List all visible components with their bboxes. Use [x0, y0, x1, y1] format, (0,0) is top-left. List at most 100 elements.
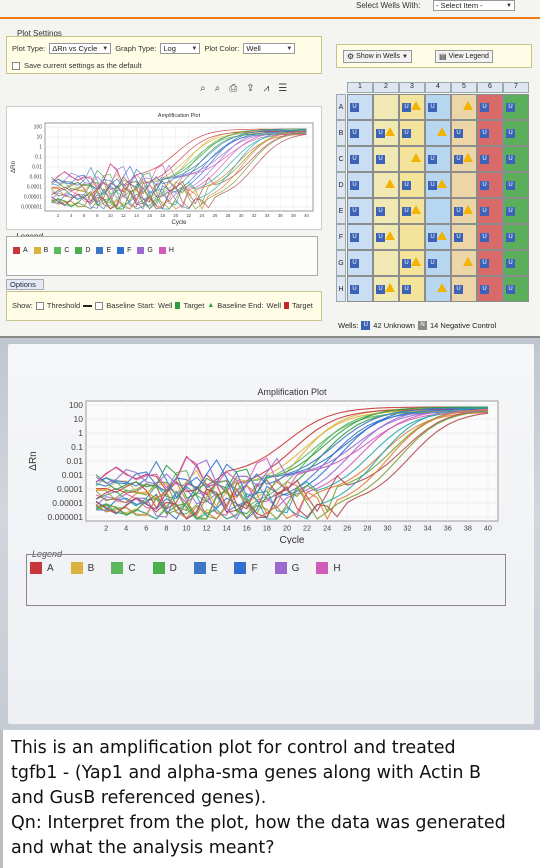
- plate-column-header[interactable]: 2: [373, 82, 399, 93]
- legend-swatch-b: [70, 562, 83, 574]
- legend-label-e: E: [106, 247, 112, 254]
- save-settings-checkbox[interactable]: [12, 61, 20, 70]
- plate-row-header[interactable]: G: [336, 250, 346, 276]
- plate-well[interactable]: [399, 224, 425, 250]
- plate-well[interactable]: U: [477, 146, 503, 172]
- plate-well[interactable]: U: [477, 94, 503, 120]
- plate-well[interactable]: U: [425, 94, 451, 120]
- plate-well[interactable]: U: [399, 120, 425, 146]
- graph-type-dropdown[interactable]: Log ▼: [160, 43, 201, 54]
- plate-well[interactable]: U: [373, 198, 399, 224]
- plate-column-header[interactable]: 4: [425, 82, 451, 93]
- plate-column-header[interactable]: 3: [399, 82, 425, 93]
- plate-well[interactable]: [425, 276, 451, 302]
- plate-well[interactable]: U: [347, 94, 373, 120]
- plate-row-header[interactable]: E: [336, 198, 346, 224]
- plate-well[interactable]: U: [373, 146, 399, 172]
- chart-icon[interactable]: ⩘: [263, 83, 270, 94]
- plate-well[interactable]: [451, 250, 477, 276]
- unknown-tag-icon: U: [480, 207, 489, 216]
- plate-well[interactable]: U: [347, 198, 373, 224]
- plate-well[interactable]: U: [477, 198, 503, 224]
- plate-well[interactable]: U: [503, 250, 529, 276]
- plate-well[interactable]: [425, 198, 451, 224]
- plate-well[interactable]: U: [477, 224, 503, 250]
- warning-icon: [385, 179, 395, 188]
- plate-well[interactable]: U: [503, 94, 529, 120]
- plate-well[interactable]: U: [451, 276, 477, 302]
- threshold-checkbox[interactable]: [35, 301, 44, 310]
- warning-icon: [385, 127, 395, 136]
- plate-well[interactable]: U: [347, 172, 373, 198]
- plate-well[interactable]: [399, 146, 425, 172]
- plate-column-header[interactable]: 7: [503, 82, 529, 93]
- plate-well[interactable]: U: [425, 224, 451, 250]
- unknown-tag-icon: U: [402, 259, 411, 268]
- zoom-in-icon[interactable]: ⌕: [200, 83, 206, 94]
- plate-well[interactable]: U: [399, 250, 425, 276]
- show-in-wells-button[interactable]: ⚙ Show in Wells ▼: [343, 50, 412, 63]
- plate-row-header[interactable]: F: [336, 224, 346, 250]
- plate-row-header[interactable]: B: [336, 120, 346, 146]
- plate-well[interactable]: U: [347, 146, 373, 172]
- plate-well[interactable]: U: [399, 94, 425, 120]
- plate-well[interactable]: U: [347, 276, 373, 302]
- amplification-curve: [95, 409, 489, 513]
- plate-well[interactable]: U: [399, 276, 425, 302]
- plate-well[interactable]: U: [451, 146, 477, 172]
- plate-well[interactable]: U: [451, 198, 477, 224]
- plate-well[interactable]: U: [503, 224, 529, 250]
- print-icon[interactable]: ⎙: [229, 83, 238, 94]
- zoom-out-icon[interactable]: ⌕: [214, 83, 221, 94]
- plate-well[interactable]: U: [451, 120, 477, 146]
- plate-well[interactable]: U: [477, 172, 503, 198]
- plate-well[interactable]: [373, 172, 399, 198]
- plate-column-header[interactable]: 6: [477, 82, 503, 93]
- plate-well[interactable]: U: [373, 120, 399, 146]
- plate-well[interactable]: U: [477, 120, 503, 146]
- plot-type-dropdown[interactable]: ΔRn vs Cycle ▼: [49, 43, 112, 54]
- plate-well[interactable]: U: [373, 276, 399, 302]
- plate-well[interactable]: [425, 120, 451, 146]
- plate-well[interactable]: U: [503, 198, 529, 224]
- unknown-tag-icon: U: [350, 285, 359, 294]
- plate-well[interactable]: U: [477, 250, 503, 276]
- y-tick-label: 100: [34, 125, 43, 131]
- plate-row-header[interactable]: C: [336, 146, 346, 172]
- plate-well[interactable]: U: [399, 172, 425, 198]
- plate-well[interactable]: U: [373, 224, 399, 250]
- list-icon[interactable]: ☰: [278, 83, 288, 94]
- plate-well[interactable]: U: [399, 198, 425, 224]
- question-text: This is an amplification plot for contro…: [0, 730, 540, 868]
- baseline-start-checkbox[interactable]: [95, 301, 104, 310]
- unknown-tag-icon: U: [506, 285, 515, 294]
- unknown-tag-icon: U: [428, 155, 437, 164]
- plate-well[interactable]: U: [347, 224, 373, 250]
- plate-well[interactable]: U: [451, 224, 477, 250]
- plate-well[interactable]: U: [347, 250, 373, 276]
- plate-well[interactable]: U: [477, 276, 503, 302]
- plate-row-header[interactable]: H: [336, 276, 346, 302]
- export-icon[interactable]: ⇪: [246, 83, 255, 94]
- plate-well[interactable]: U: [425, 146, 451, 172]
- options-tab[interactable]: Options: [6, 279, 44, 290]
- unknown-tag-icon: U: [376, 155, 385, 164]
- plate-well[interactable]: U: [347, 120, 373, 146]
- plate-row-header[interactable]: A: [336, 94, 346, 120]
- plate-well[interactable]: [373, 94, 399, 120]
- plate-well[interactable]: U: [503, 276, 529, 302]
- plot-color-dropdown[interactable]: Well ▼: [243, 43, 296, 54]
- plate-well[interactable]: [373, 250, 399, 276]
- plate-well[interactable]: U: [425, 250, 451, 276]
- plate-well[interactable]: U: [503, 120, 529, 146]
- plate-column-header[interactable]: 5: [451, 82, 477, 93]
- select-item-dropdown[interactable]: - Select Item - ▼: [433, 0, 515, 11]
- plate-row-header[interactable]: D: [336, 172, 346, 198]
- plate-well[interactable]: U: [503, 146, 529, 172]
- plate-well[interactable]: U: [425, 172, 451, 198]
- view-legend-button[interactable]: ▤ View Legend: [435, 50, 493, 63]
- plate-well[interactable]: U: [503, 172, 529, 198]
- plate-well[interactable]: [451, 172, 477, 198]
- plate-column-header[interactable]: 1: [347, 82, 373, 93]
- plate-well[interactable]: [451, 94, 477, 120]
